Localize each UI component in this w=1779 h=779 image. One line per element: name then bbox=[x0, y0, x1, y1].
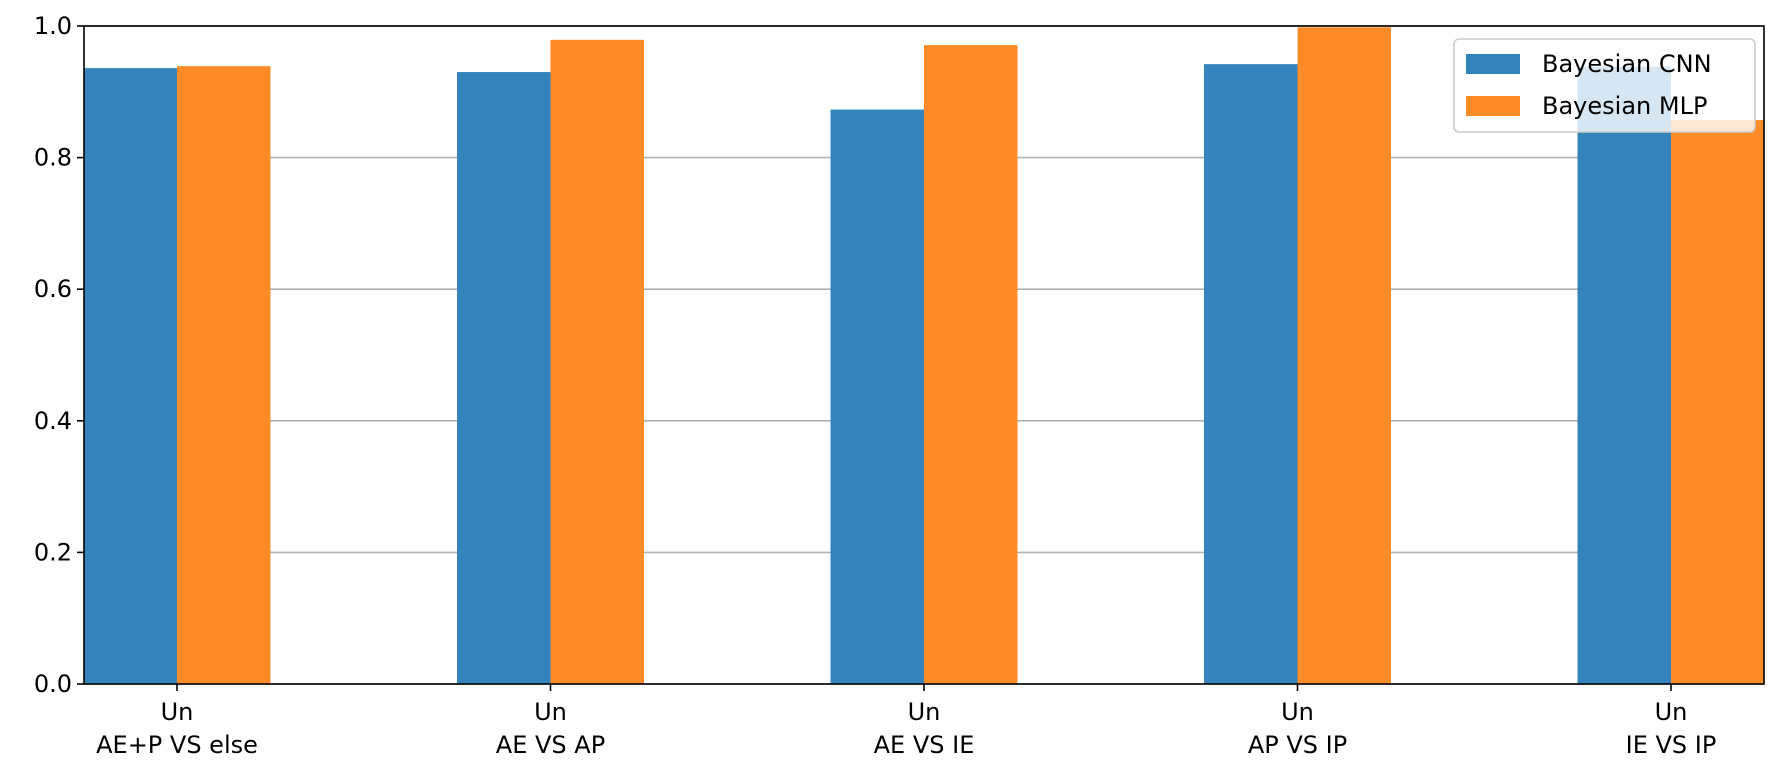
y-tick-label: 0.0 bbox=[34, 670, 72, 698]
x-tick-label: Un bbox=[161, 698, 194, 726]
y-tick-label: 0.6 bbox=[34, 275, 72, 303]
legend-box bbox=[1453, 38, 1756, 133]
x-tick-label: AE+P VS else bbox=[96, 731, 258, 759]
x-tick-label: IE VS IP bbox=[1626, 731, 1717, 759]
legend-swatch bbox=[1466, 54, 1520, 74]
bar-bayesian-cnn bbox=[1204, 64, 1298, 684]
bar-bayesian-mlp bbox=[1671, 120, 1765, 685]
x-tick-label: Un bbox=[1655, 698, 1688, 726]
x-tick-label: AP VS IP bbox=[1248, 731, 1347, 759]
y-tick-label: 0.2 bbox=[34, 538, 72, 566]
bar-bayesian-mlp bbox=[924, 45, 1018, 684]
legend: Bayesian CNN Bayesian MLP bbox=[1453, 38, 1756, 133]
bar-bayesian-mlp bbox=[1297, 27, 1391, 685]
bar-bayesian-cnn bbox=[1577, 66, 1671, 684]
legend-swatch bbox=[1466, 96, 1520, 116]
legend-label: Bayesian CNN bbox=[1542, 50, 1712, 78]
x-tick-label: Un bbox=[908, 698, 941, 726]
x-tick-label: AE VS IE bbox=[874, 731, 975, 759]
y-tick-label: 0.8 bbox=[34, 144, 72, 172]
bar-bayesian-mlp bbox=[550, 39, 644, 685]
x-tick-label: Un bbox=[534, 698, 567, 726]
y-axis: 0.0 0.2 0.4 0.6 0.8 1.0 bbox=[34, 12, 84, 698]
bar-bayesian-mlp bbox=[177, 66, 271, 684]
bar-bayesian-cnn bbox=[457, 72, 551, 684]
legend-label: Bayesian MLP bbox=[1542, 92, 1707, 120]
y-tick-label: 0.4 bbox=[34, 407, 72, 435]
bar-bayesian-cnn bbox=[830, 109, 924, 685]
bar-bayesian-cnn bbox=[83, 68, 177, 684]
y-tick-label: 1.0 bbox=[34, 12, 72, 40]
x-axis: Un AE+P VS else Un AE VS AP Un AE VS IE Un AP V… bbox=[96, 684, 1716, 759]
bars bbox=[83, 27, 1765, 685]
x-tick-label: Un bbox=[1281, 698, 1314, 726]
x-tick-label: AE VS AP bbox=[496, 731, 605, 759]
